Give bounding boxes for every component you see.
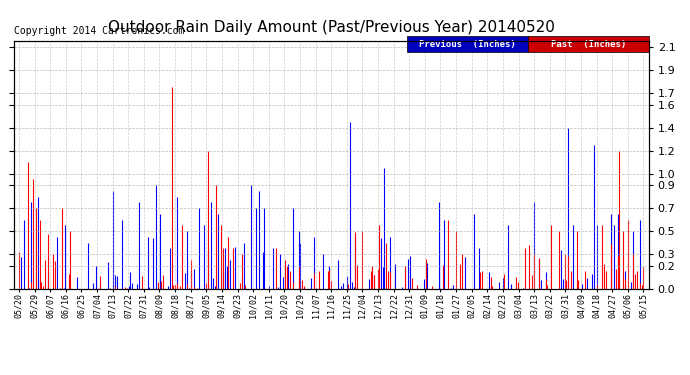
Text: Copyright 2014 Cartronics.com: Copyright 2014 Cartronics.com bbox=[14, 26, 184, 36]
Title: Outdoor Rain Daily Amount (Past/Previous Year) 20140520: Outdoor Rain Daily Amount (Past/Previous… bbox=[108, 20, 555, 35]
